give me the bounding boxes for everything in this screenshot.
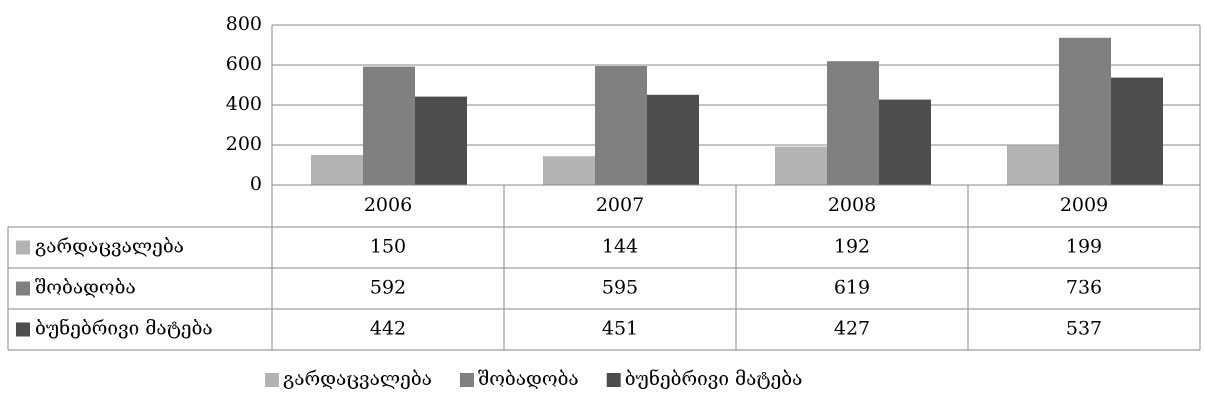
- x-tick-label: 2009: [1060, 194, 1108, 216]
- table-legend-key: [16, 281, 30, 296]
- legend-label: შობადობა: [478, 368, 579, 390]
- bar: [647, 94, 699, 185]
- table-row-label: შობადობა: [35, 277, 136, 299]
- y-tick-label: 400: [226, 93, 262, 115]
- bar: [311, 155, 363, 185]
- bar: [363, 66, 415, 185]
- legend-key: [265, 373, 279, 387]
- table-cell: 144: [602, 236, 638, 258]
- table-cell: 199: [1066, 236, 1102, 258]
- bar: [1059, 37, 1111, 185]
- legend-key: [459, 373, 474, 387]
- bar: [595, 66, 647, 185]
- table-legend-key: [16, 322, 30, 337]
- x-tick-label: 2006: [364, 194, 412, 216]
- y-tick-label: 600: [226, 53, 262, 75]
- table-cell: 427: [834, 318, 870, 340]
- y-tick-label: 200: [226, 133, 262, 155]
- table-cell: 192: [834, 236, 870, 258]
- bar: [1111, 77, 1163, 185]
- bar: [415, 96, 467, 185]
- table-row-label: გარდაცვალება: [35, 236, 184, 258]
- table-cell: 595: [602, 277, 638, 299]
- bar: [775, 146, 827, 185]
- legend-label: ბუნებრივი მატება: [625, 368, 803, 390]
- x-tick-label: 2007: [596, 194, 644, 216]
- table-cell: 150: [370, 236, 406, 258]
- x-tick-label: 2008: [828, 194, 876, 216]
- table-cell: 537: [1066, 318, 1102, 340]
- y-tick-label: 0: [250, 173, 262, 195]
- table-row-label: ბუნებრივი მატება: [35, 318, 213, 340]
- y-tick-label: 800: [226, 13, 262, 35]
- bar: [1007, 145, 1059, 185]
- table-cell: 736: [1066, 277, 1102, 299]
- bar: [543, 156, 595, 185]
- table-cell: 451: [602, 318, 638, 340]
- table-cell: 592: [370, 277, 406, 299]
- table-cell: 442: [370, 318, 406, 340]
- legend-label: გარდაცვალება: [283, 368, 432, 390]
- bar: [879, 99, 931, 185]
- legend-key: [606, 373, 621, 387]
- table-cell: 619: [834, 277, 870, 299]
- table-legend-key: [16, 240, 30, 255]
- bar: [827, 61, 879, 186]
